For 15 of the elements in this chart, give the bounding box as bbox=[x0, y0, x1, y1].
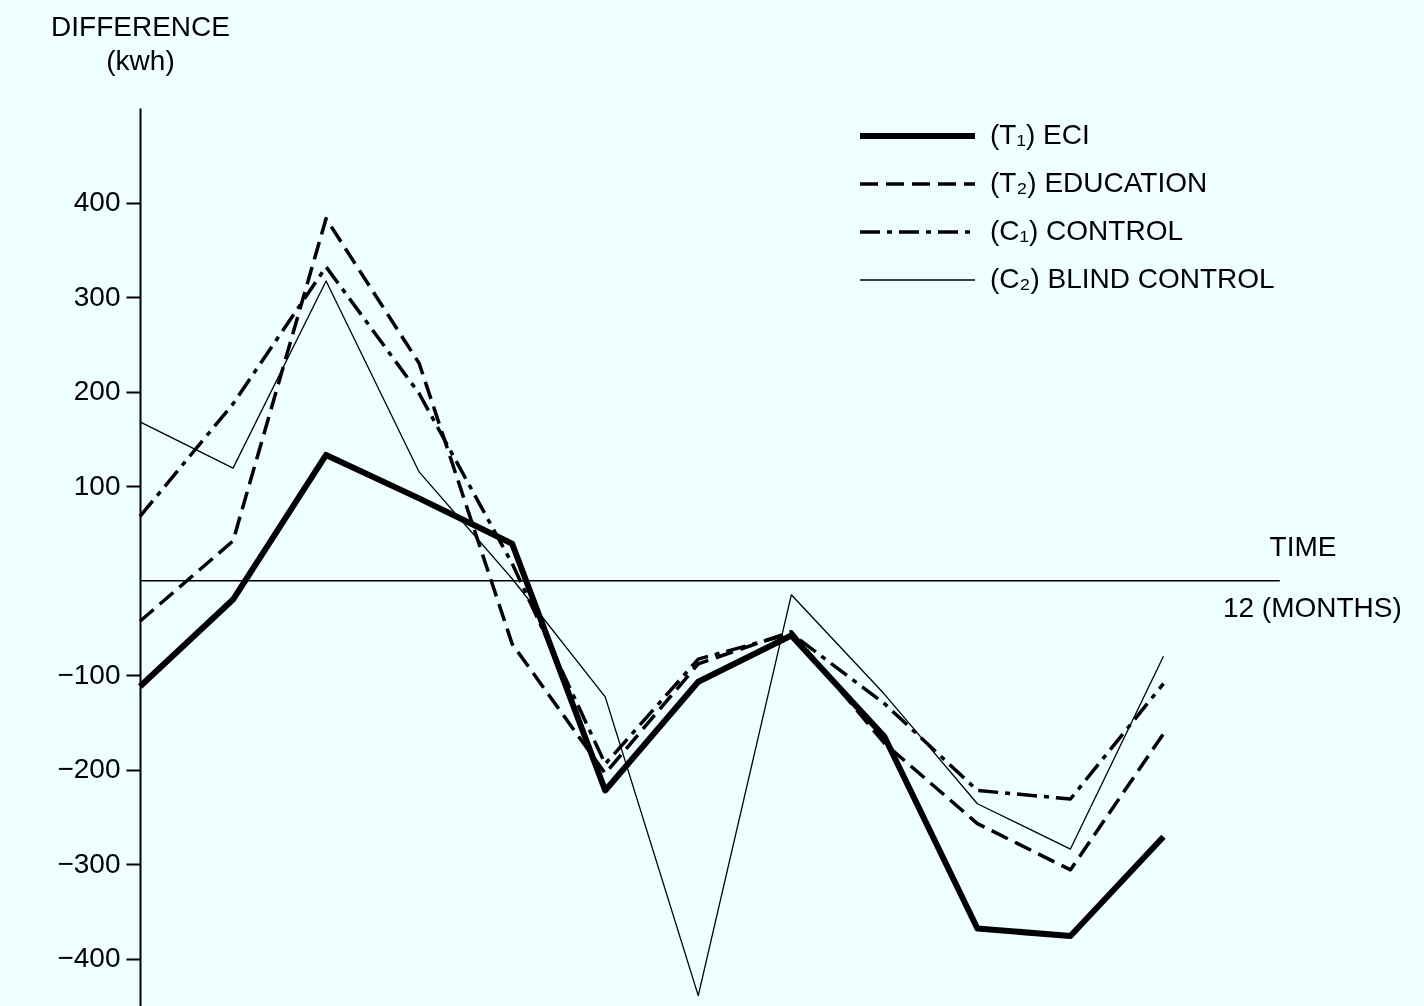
y-tick-label: 200 bbox=[73, 375, 121, 407]
legend-label: (T₂) EDUCATION bbox=[990, 167, 1208, 198]
legend-label: (C₂) BLIND CONTROL bbox=[990, 263, 1275, 294]
y-tick-label: 400 bbox=[73, 186, 121, 218]
y-axis-title: DIFFERENCE (kwh) bbox=[51, 10, 230, 76]
y-tick-label: −400 bbox=[57, 942, 121, 974]
x-axis-title: TIME bbox=[1269, 531, 1337, 563]
legend-label: (C₁) CONTROL bbox=[990, 215, 1183, 246]
annotation: 12 (MONTHS) bbox=[1222, 591, 1402, 623]
y-tick-label: −100 bbox=[57, 658, 121, 690]
legend-label: (T₁) ECI bbox=[990, 119, 1090, 150]
y-tick-label: 100 bbox=[73, 469, 121, 501]
y-tick-label: −200 bbox=[57, 753, 121, 785]
y-tick-label: 300 bbox=[73, 280, 121, 312]
y-tick-label: −300 bbox=[57, 847, 121, 879]
